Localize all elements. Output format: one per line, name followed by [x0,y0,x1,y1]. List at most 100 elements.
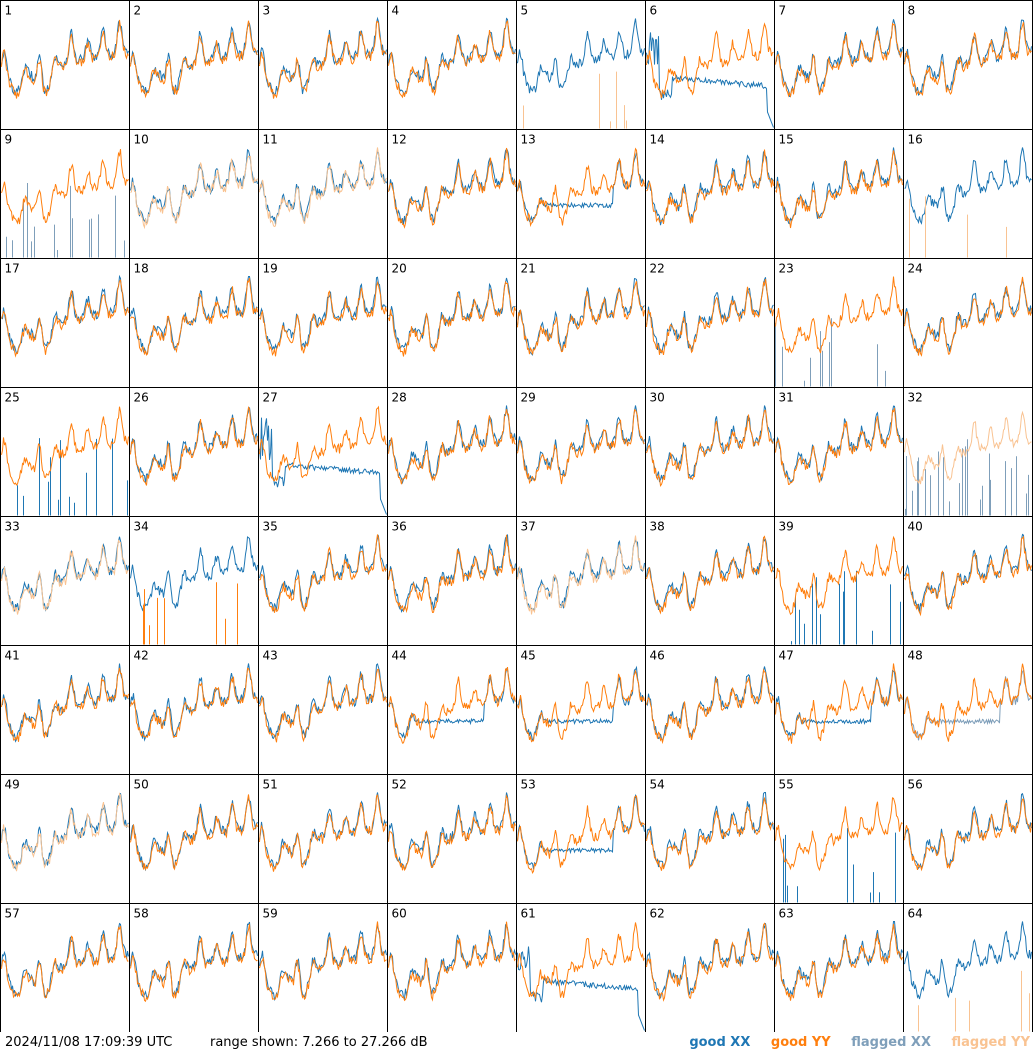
panel-label-14: 14 [650,133,665,147]
panel-label-36: 36 [392,520,407,534]
series-xx-6 [646,32,774,128]
series-xx-60 [388,923,516,1001]
series-yy-16 [909,196,1007,258]
panel-frame-2 [129,0,259,130]
panel-label-19: 19 [263,262,278,276]
series-xx-55 [783,828,896,903]
panel-label-22: 22 [650,262,665,276]
panel-frame-34 [129,516,259,646]
series-yy-9 [1,149,129,225]
series-xx-9 [6,183,125,258]
panel-label-64: 64 [908,907,923,921]
series-yy-18 [130,277,258,356]
series-xx-27 [259,417,387,515]
panel-label-12: 12 [392,133,407,147]
panel-label-23: 23 [779,262,794,276]
series-yy-42 [130,667,258,738]
panel-label-20: 20 [392,262,407,276]
series-xx-45 [517,665,645,742]
panel-label-56: 56 [908,778,923,792]
series-yy-21 [517,281,645,355]
series-yy-50 [130,794,258,871]
panel-label-18: 18 [134,262,149,276]
panel-label-3: 3 [263,4,271,18]
panel-label-34: 34 [134,520,149,534]
series-yy-63 [775,924,903,1001]
series-yy-22 [646,279,774,356]
panel-label-55: 55 [779,778,794,792]
panel-label-38: 38 [650,520,665,534]
series-yy-45 [517,669,645,743]
series-xx-39 [791,570,901,645]
panel-label-6: 6 [650,4,658,18]
series-yy-13 [517,147,645,228]
series-yy-54 [646,797,774,871]
series-yy-40 [904,535,1032,617]
series-xx-25 [17,438,128,516]
series-yy-33 [1,539,129,615]
series-yy-58 [130,923,258,1003]
panel-label-16: 16 [908,133,923,147]
panel-label-32: 32 [908,391,923,405]
panel-label-54: 54 [650,778,665,792]
series-xx-61 [517,946,645,1031]
panel-label-11: 11 [263,133,278,147]
panel-label-8: 8 [908,4,916,18]
series-xx-29 [517,405,645,482]
series-yy-38 [646,535,774,615]
panel-frame-64 [903,903,1033,1032]
series-yy-32 [904,410,1032,485]
series-yy-62 [646,922,774,1002]
series-xx-34 [130,536,258,612]
panel-label-63: 63 [779,907,794,921]
panel-label-59: 59 [263,907,278,921]
panel-frame-20 [387,258,517,388]
panel-label-27: 27 [263,391,278,405]
series-yy-37 [517,535,645,615]
panel-label-43: 43 [263,649,278,663]
series-yy-23 [775,276,903,354]
panel-frame-4 [387,0,517,130]
panel-label-4: 4 [392,4,400,18]
panel-label-29: 29 [521,391,536,405]
series-xx-64 [904,921,1032,1000]
panel-label-44: 44 [392,649,407,663]
series-yy-29 [517,409,645,485]
series-yy-7 [775,22,903,98]
series-yy-6 [646,22,774,99]
panel-label-26: 26 [134,391,149,405]
series-yy-59 [259,921,387,1001]
panel-label-50: 50 [134,778,149,792]
series-yy-24 [904,276,1032,357]
panel-frame-47 [774,645,904,775]
series-yy-51 [259,794,387,872]
panel-frame-18 [129,258,259,388]
panel-label-42: 42 [134,649,149,663]
panel-label-9: 9 [5,133,13,147]
legend-good-xx: good XX [689,1035,751,1050]
panel-label-40: 40 [908,520,923,534]
series-yy-25 [1,406,129,486]
series-yy-61 [517,922,645,1000]
panel-frame-61 [516,903,646,1032]
panel-label-39: 39 [779,520,794,534]
series-xx-5 [517,18,645,94]
panel-label-21: 21 [521,262,536,276]
range-label: range shown: 7.266 to 27.266 dB [210,1035,428,1050]
series-yy-28 [388,409,516,485]
panel-label-5: 5 [521,4,529,18]
panel-label-47: 47 [779,649,794,663]
series-yy-43 [259,668,387,743]
panel-label-52: 52 [392,778,407,792]
series-yy-44 [388,666,516,744]
series-yy-48 [904,663,1032,742]
panel-label-7: 7 [779,4,787,18]
panel-label-49: 49 [5,778,20,792]
panel-label-28: 28 [392,391,407,405]
series-yy-30 [646,409,774,487]
series-yy-5 [523,71,627,129]
series-yy-14 [646,149,774,225]
series-yy-27 [259,405,387,482]
panel-frame-59 [258,903,388,1032]
series-xx-19 [259,276,387,351]
